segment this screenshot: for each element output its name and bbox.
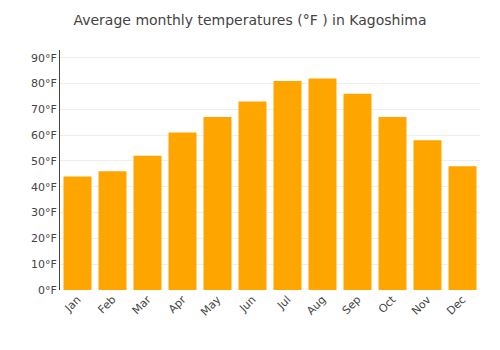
svg-text:50°F: 50°F bbox=[31, 155, 57, 168]
svg-text:90°F: 90°F bbox=[31, 52, 57, 65]
svg-text:Aug: Aug bbox=[304, 293, 328, 317]
svg-text:Apr: Apr bbox=[166, 293, 189, 316]
svg-text:0°F: 0°F bbox=[38, 284, 57, 297]
svg-text:80°F: 80°F bbox=[31, 77, 57, 90]
svg-text:Mar: Mar bbox=[130, 293, 154, 317]
svg-text:60°F: 60°F bbox=[31, 129, 57, 142]
svg-text:Jul: Jul bbox=[274, 293, 293, 312]
svg-text:40°F: 40°F bbox=[31, 181, 57, 194]
svg-text:Oct: Oct bbox=[376, 293, 399, 316]
svg-text:Feb: Feb bbox=[96, 293, 119, 316]
svg-text:Jun: Jun bbox=[236, 293, 258, 315]
svg-text:Dec: Dec bbox=[444, 293, 468, 317]
svg-text:20°F: 20°F bbox=[31, 232, 57, 245]
svg-text:Average monthly temperatures (: Average monthly temperatures (°F ) in Ka… bbox=[73, 12, 426, 28]
svg-text:Jan: Jan bbox=[62, 293, 84, 315]
svg-text:Nov: Nov bbox=[409, 293, 434, 318]
svg-text:30°F: 30°F bbox=[31, 206, 57, 219]
svg-text:May: May bbox=[198, 293, 224, 319]
svg-text:Sep: Sep bbox=[340, 293, 364, 317]
svg-text:70°F: 70°F bbox=[31, 103, 57, 116]
svg-text:10°F: 10°F bbox=[31, 258, 57, 271]
